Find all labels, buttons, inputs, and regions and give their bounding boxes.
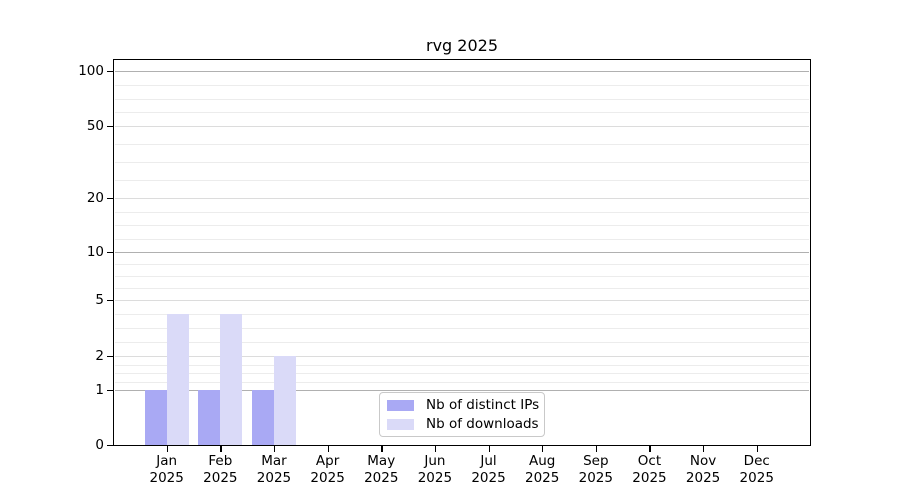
x-axis-label: Feb 2025	[203, 453, 238, 486]
bar-distinct-ips-feb	[198, 390, 221, 445]
gridline-100	[115, 71, 809, 72]
x-axis-label: Aug 2025	[524, 453, 560, 486]
x-axis-tick	[595, 445, 598, 452]
x-axis-tick	[434, 445, 437, 452]
x-axis-tick	[756, 445, 759, 452]
y-axis-tick	[107, 71, 114, 73]
x-axis-tick	[703, 445, 705, 452]
bar-distinct-ips-mar	[251, 390, 274, 445]
x-axis-label: Mar 2025	[256, 453, 292, 486]
gridline-minor	[115, 112, 809, 114]
x-axis-tick	[220, 445, 222, 452]
gridline-minor	[115, 314, 809, 315]
gridline-minor	[115, 225, 809, 226]
gridline-minor	[115, 276, 809, 277]
gridline-minor	[115, 180, 809, 181]
y-axis-label: 100	[78, 63, 104, 79]
gridline-minor	[115, 288, 809, 289]
gridline-minor	[115, 381, 809, 383]
x-axis-label: Nov 2025	[685, 453, 721, 486]
gridline-minor	[115, 364, 809, 366]
x-axis-tick	[542, 445, 544, 452]
gridline-minor	[115, 162, 809, 163]
gridline-minor	[115, 144, 809, 145]
y-axis-tick	[107, 252, 114, 254]
legend-label-downloads: Nb of downloads	[426, 415, 539, 432]
y-axis-tick	[107, 390, 114, 392]
gridline-minor	[115, 342, 809, 343]
x-axis-label: Oct 2025	[632, 453, 667, 486]
x-axis-tick	[166, 445, 168, 452]
y-axis-label: 50	[86, 118, 104, 134]
y-axis-tick	[107, 126, 114, 128]
y-axis-label: 0	[95, 437, 104, 453]
y-axis-tick	[107, 300, 114, 302]
gridline-20	[115, 198, 809, 199]
y-axis-label: 5	[95, 292, 104, 308]
x-axis-label: Jul 2025	[471, 453, 506, 486]
x-axis-tick	[327, 445, 329, 452]
x-axis-label: May 2025	[364, 453, 399, 486]
y-axis-label: 10	[86, 244, 104, 260]
gridline-50	[115, 126, 809, 127]
x-axis-label: Jan 2025	[149, 453, 184, 486]
gridline-minor	[115, 328, 809, 329]
x-axis-label: Apr 2025	[310, 453, 345, 486]
bar-downloads-mar	[273, 356, 296, 445]
y-axis-label: 2	[95, 348, 104, 364]
x-axis-tick	[381, 445, 383, 452]
gridline-2	[115, 356, 809, 357]
gridline-5	[115, 300, 809, 301]
gridline-10	[115, 252, 809, 253]
chart-title: rvg 2025	[425, 36, 498, 55]
gridline-minor	[115, 238, 809, 240]
legend-swatch-distinct-ips	[387, 399, 414, 411]
bar-downloads-jan	[166, 313, 189, 445]
x-axis-tick	[488, 445, 490, 452]
bar-downloads-feb	[220, 313, 243, 445]
x-axis-label: Jun 2025	[417, 453, 453, 486]
x-axis-label: Sep 2025	[578, 453, 613, 486]
legend-item-downloads: Nb of downloads	[387, 415, 539, 432]
legend-swatch-downloads	[387, 418, 414, 430]
x-axis-label: Dec 2025	[739, 453, 774, 486]
legend: Nb of distinct IPs Nb of downloads	[379, 392, 545, 437]
bar-distinct-ips-jan	[144, 390, 167, 445]
x-axis-tick	[649, 445, 651, 452]
gridline-minor	[115, 264, 809, 265]
y-axis-tick	[107, 356, 114, 358]
legend-item-distinct-ips: Nb of distinct IPs	[387, 396, 540, 413]
gridline-1	[115, 390, 809, 391]
gridline-minor	[115, 211, 809, 213]
y-axis-tick	[107, 198, 114, 200]
y-axis-label: 20	[86, 190, 104, 206]
x-axis-tick	[273, 445, 276, 452]
gridline-minor	[115, 98, 809, 100]
y-axis-label: 1	[95, 382, 104, 398]
legend-label-distinct-ips: Nb of distinct IPs	[426, 396, 540, 413]
y-axis-tick	[107, 445, 114, 447]
gridline-minor	[115, 373, 809, 374]
gridline-minor	[115, 84, 809, 86]
